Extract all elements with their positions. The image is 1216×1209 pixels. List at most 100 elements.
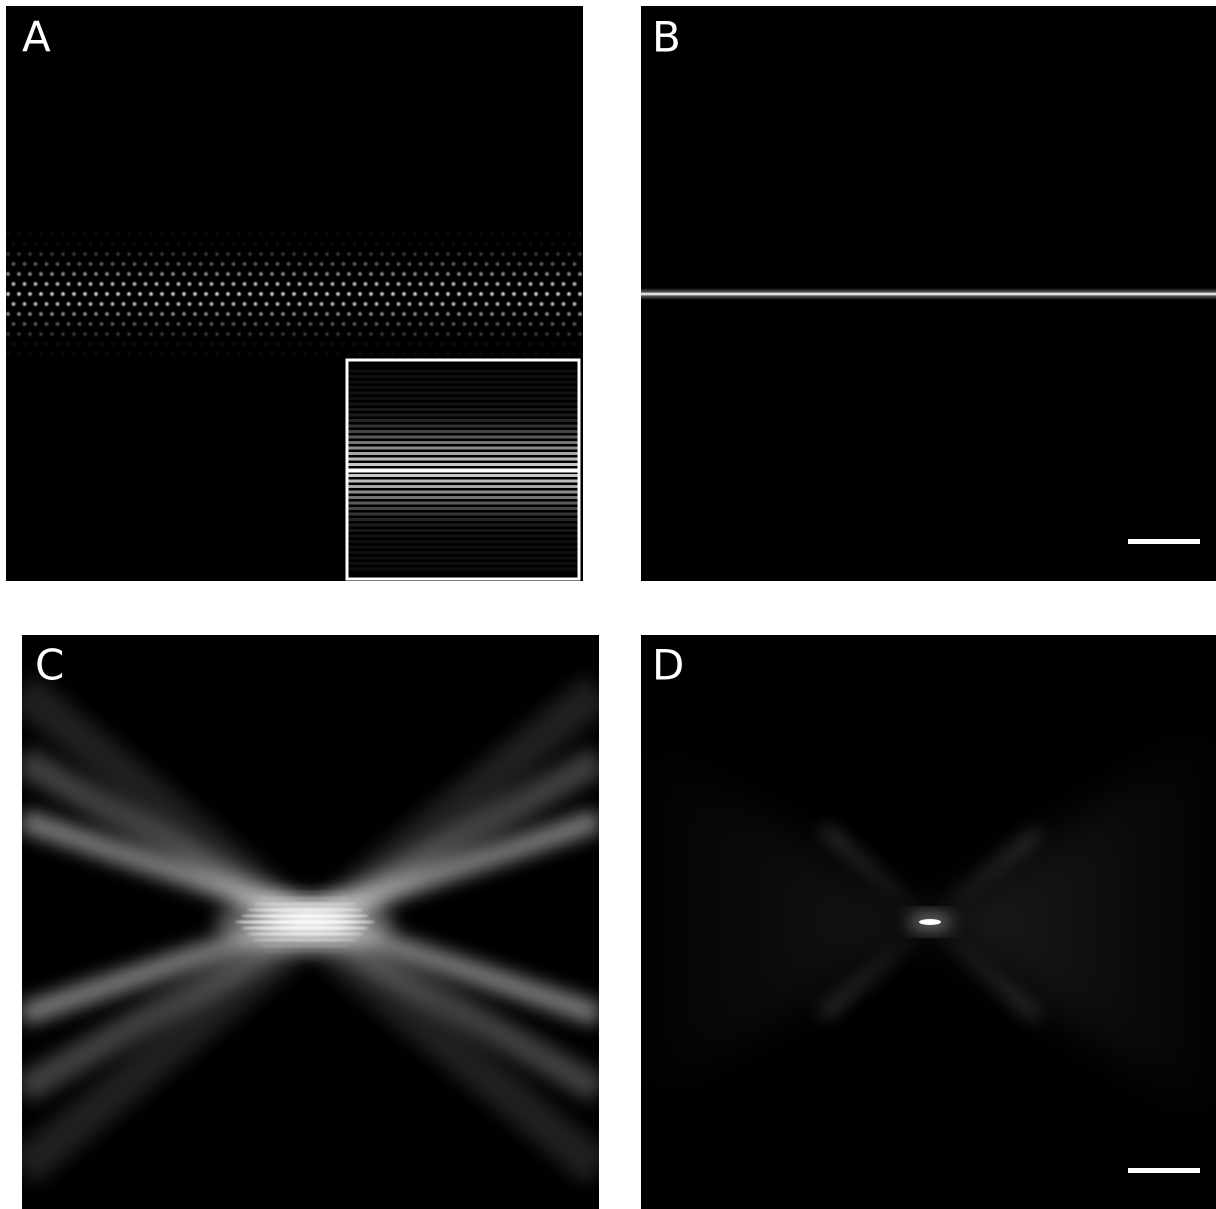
- lattice-dot: [407, 241, 413, 247]
- lattice-dot: [363, 321, 369, 327]
- lattice-dot: [467, 271, 473, 277]
- inset-stripe: [348, 370, 578, 373]
- lattice-dot: [484, 281, 490, 287]
- lattice-dot: [159, 331, 165, 337]
- lattice-dot: [528, 341, 534, 347]
- lattice-dot: [489, 251, 495, 257]
- lattice-dot: [170, 231, 176, 237]
- lattice-dot: [308, 241, 314, 247]
- lattice-dot: [187, 261, 193, 267]
- lattice-dot: [66, 341, 72, 347]
- lattice-dot: [407, 321, 413, 327]
- lattice-dot: [544, 251, 550, 257]
- lattice-dot: [396, 281, 402, 287]
- lattice-dot: [132, 341, 138, 347]
- lattice-dot: [258, 251, 264, 257]
- lattice-dot: [126, 331, 132, 337]
- lattice-dot: [302, 311, 308, 317]
- lattice-dot: [44, 341, 50, 347]
- panel-c: [22, 635, 599, 1209]
- inset-stripe: [348, 414, 578, 417]
- lattice-dot: [297, 341, 303, 347]
- lattice-dot: [346, 291, 352, 297]
- lattice-dot: [22, 241, 28, 247]
- lattice-dot: [390, 271, 396, 277]
- lattice-dot: [341, 241, 347, 247]
- lattice-dot: [181, 331, 187, 337]
- lattice-dot: [462, 321, 468, 327]
- lattice-dot: [165, 261, 171, 267]
- lattice-dot: [357, 271, 363, 277]
- lattice-dot: [247, 231, 253, 237]
- lattice-dot: [484, 261, 490, 267]
- lattice-dot: [341, 261, 347, 267]
- lattice-dot: [500, 351, 506, 357]
- lattice-dot: [330, 241, 336, 247]
- lattice-dot: [489, 291, 495, 297]
- lattice-dot: [33, 341, 39, 347]
- lattice-dot: [456, 291, 462, 297]
- lattice-dot: [467, 311, 473, 317]
- lattice-dot: [264, 281, 270, 287]
- lattice-dot: [269, 331, 275, 337]
- lattice-dot: [148, 331, 154, 337]
- lattice-dot: [423, 291, 429, 297]
- lattice-dot: [132, 281, 138, 287]
- lattice-dot: [236, 291, 242, 297]
- lattice-dot: [275, 341, 281, 347]
- lattice-dot: [258, 331, 264, 337]
- lattice-dot: [401, 251, 407, 257]
- lattice-dot: [33, 321, 39, 327]
- lattice-dot: [60, 311, 66, 317]
- lattice-dot: [445, 331, 451, 337]
- lattice-dot: [170, 271, 176, 277]
- lattice-dot: [423, 271, 429, 277]
- lattice-dot: [5, 311, 11, 317]
- lattice-dot: [16, 271, 22, 277]
- inset-stripe: [348, 386, 578, 389]
- lattice-dot: [104, 311, 110, 317]
- lattice-dot: [555, 291, 561, 297]
- lattice-dot: [517, 281, 523, 287]
- lattice-dot: [544, 231, 550, 237]
- lattice-dot: [379, 271, 385, 277]
- lattice-dot: [390, 311, 396, 317]
- lattice-dot: [434, 311, 440, 317]
- lattice-dot: [192, 351, 198, 357]
- lattice-dot: [165, 301, 171, 307]
- lattice-dot: [258, 311, 264, 317]
- lattice-dot: [49, 251, 55, 257]
- lattice-dot: [522, 351, 528, 357]
- lattice-dot: [533, 331, 539, 337]
- lattice-dot: [55, 241, 61, 247]
- lattice-dot: [297, 261, 303, 267]
- lattice-dot: [209, 301, 215, 307]
- lattice-dot: [379, 351, 385, 357]
- lattice-dot: [297, 281, 303, 287]
- lattice-dot: [445, 231, 451, 237]
- lattice-dot: [374, 321, 380, 327]
- panel-d: [641, 635, 1216, 1209]
- figure: A B C D: [0, 0, 1216, 1209]
- panel-label: D: [652, 641, 684, 690]
- lattice-dot: [561, 241, 567, 247]
- lattice-dot: [82, 291, 88, 297]
- lattice-dot: [412, 291, 418, 297]
- lattice-dot: [484, 341, 490, 347]
- lattice-dot: [346, 231, 352, 237]
- lattice-dot: [566, 231, 572, 237]
- inset-stripe: [348, 491, 578, 494]
- lattice-dot: [566, 331, 572, 337]
- lattice-dot: [473, 241, 479, 247]
- lattice-dot: [225, 251, 231, 257]
- lattice-dot: [77, 321, 83, 327]
- lattice-dot: [445, 251, 451, 257]
- lattice-dot: [495, 321, 501, 327]
- lattice-dot: [209, 341, 215, 347]
- lattice-dot: [489, 271, 495, 277]
- scale-bar: [1128, 1168, 1200, 1173]
- lattice-dot: [555, 311, 561, 317]
- lattice-dot: [467, 251, 473, 257]
- lattice-dot: [236, 311, 242, 317]
- lattice-dot: [390, 331, 396, 337]
